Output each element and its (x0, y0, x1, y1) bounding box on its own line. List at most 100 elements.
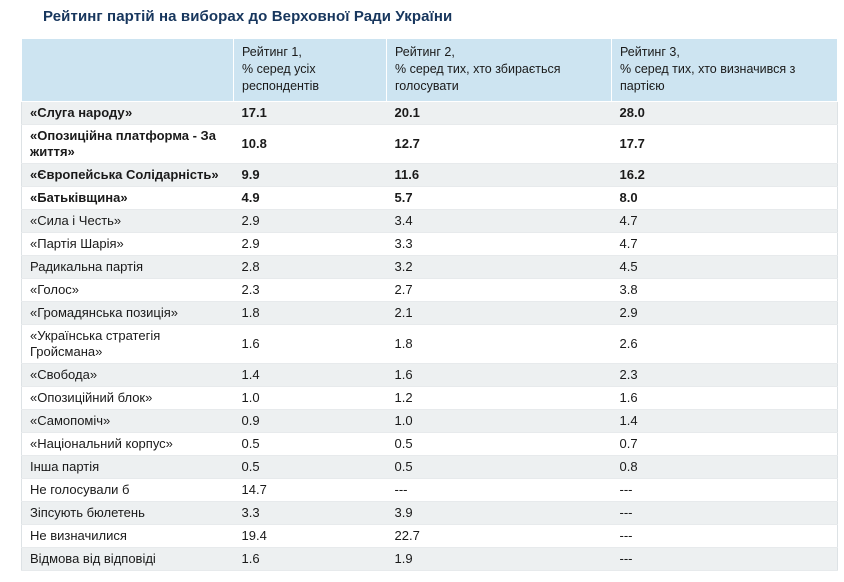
rating1-value-cell: 17.1 (233, 101, 387, 125)
rating1-value-cell: 19.4 (233, 524, 387, 548)
party-name-cell: «Опозиційний блок» (21, 386, 234, 410)
table-row: «Батьківщина» 4.9 5.7 8.0 (21, 186, 838, 210)
rating2-value-cell: 1.2 (386, 386, 612, 410)
table-body: «Слуга народу» 17.1 20.1 28.0 «Опозиційн… (21, 101, 838, 571)
rating3-value-cell: --- (611, 501, 838, 525)
table-row: Не голосували б 14.7 --- --- (21, 478, 838, 502)
rating2-value-cell: 0.5 (386, 455, 612, 479)
rating3-value-cell: 4.5 (611, 255, 838, 279)
table-row: Радикальна партія 2.8 3.2 4.5 (21, 255, 838, 279)
rating1-value-cell: 3.3 (233, 501, 387, 525)
rating2-value-cell: 11.6 (386, 163, 612, 187)
rating3-value-cell: --- (611, 478, 838, 502)
table-header-row: Рейтинг 1, % серед усіх респондентів Рей… (21, 38, 838, 102)
rating1-value-cell: 2.8 (233, 255, 387, 279)
rating1-value-cell: 0.5 (233, 432, 387, 456)
party-name-cell: «Самопоміч» (21, 409, 234, 433)
table-row: Не визначилися 19.4 22.7 --- (21, 524, 838, 548)
rating1-value-cell: 9.9 (233, 163, 387, 187)
table-row: «Свобода» 1.4 1.6 2.3 (21, 363, 838, 387)
rating3-value-cell: 3.8 (611, 278, 838, 302)
column-header-rating2: Рейтинг 2, % серед тих, хто збирається г… (386, 38, 612, 102)
table-row: «Українська стратегія Гройсмана» 1.6 1.8… (21, 324, 838, 364)
rating1-value-cell: 4.9 (233, 186, 387, 210)
rating3-value-cell: 17.7 (611, 124, 838, 164)
party-ratings-table: Рейтинг 1, % серед усіх респондентів Рей… (21, 38, 838, 571)
rating2-value-cell: --- (386, 478, 612, 502)
party-name-cell: «Партія Шарія» (21, 232, 234, 256)
rating1-value-cell: 1.6 (233, 324, 387, 364)
rating3-value-cell: 4.7 (611, 232, 838, 256)
rating3-value-cell: 2.3 (611, 363, 838, 387)
table-row: Зіпсують бюлетень 3.3 3.9 --- (21, 501, 838, 525)
rating1-value-cell: 2.9 (233, 232, 387, 256)
rating1-value-cell: 1.6 (233, 547, 387, 571)
column-header-rating1: Рейтинг 1, % серед усіх респондентів (233, 38, 387, 102)
rating3-value-cell: 0.8 (611, 455, 838, 479)
rating3-value-cell: 4.7 (611, 209, 838, 233)
party-name-cell: Не голосували б (21, 478, 234, 502)
column-header-rating3: Рейтинг 3, % серед тих, хто визначився з… (611, 38, 838, 102)
table-row: «Сила і Честь» 2.9 3.4 4.7 (21, 209, 838, 233)
party-name-cell: «Голос» (21, 278, 234, 302)
rating3-value-cell: 28.0 (611, 101, 838, 125)
table-row: «Європейська Солідарність» 9.9 11.6 16.2 (21, 163, 838, 187)
party-name-cell: Зіпсують бюлетень (21, 501, 234, 525)
table-row: «Національний корпус» 0.5 0.5 0.7 (21, 432, 838, 456)
table-row: «Опозиційний блок» 1.0 1.2 1.6 (21, 386, 838, 410)
table-row: «Слуга народу» 17.1 20.1 28.0 (21, 101, 838, 125)
rating2-value-cell: 22.7 (386, 524, 612, 548)
party-name-cell: Інша партія (21, 455, 234, 479)
party-name-cell: Відмова від відповіді (21, 547, 234, 571)
party-name-cell: «Слуга народу» (21, 101, 234, 125)
rating3-value-cell: 1.4 (611, 409, 838, 433)
rating2-value-cell: 5.7 (386, 186, 612, 210)
rating1-value-cell: 0.5 (233, 455, 387, 479)
rating2-value-cell: 2.1 (386, 301, 612, 325)
party-name-cell: «Сила і Честь» (21, 209, 234, 233)
rating2-value-cell: 1.9 (386, 547, 612, 571)
rating2-value-cell: 20.1 (386, 101, 612, 125)
rating2-value-cell: 2.7 (386, 278, 612, 302)
rating1-value-cell: 0.9 (233, 409, 387, 433)
rating1-value-cell: 2.3 (233, 278, 387, 302)
table-row: «Партія Шарія» 2.9 3.3 4.7 (21, 232, 838, 256)
rating3-value-cell: --- (611, 524, 838, 548)
rating3-value-cell: 16.2 (611, 163, 838, 187)
rating1-value-cell: 10.8 (233, 124, 387, 164)
rating2-value-cell: 3.2 (386, 255, 612, 279)
party-name-cell: «Національний корпус» (21, 432, 234, 456)
column-header-party (21, 38, 234, 102)
rating2-value-cell: 0.5 (386, 432, 612, 456)
rating2-value-cell: 1.0 (386, 409, 612, 433)
rating3-value-cell: 2.6 (611, 324, 838, 364)
party-name-cell: Радикальна партія (21, 255, 234, 279)
rating2-value-cell: 3.4 (386, 209, 612, 233)
table-row: Інша партія 0.5 0.5 0.8 (21, 455, 838, 479)
rating1-value-cell: 14.7 (233, 478, 387, 502)
party-name-cell: «Опозиційна платформа - За життя» (21, 124, 234, 164)
rating1-value-cell: 1.8 (233, 301, 387, 325)
table-row: «Голос» 2.3 2.7 3.8 (21, 278, 838, 302)
rating2-value-cell: 12.7 (386, 124, 612, 164)
rating2-value-cell: 3.9 (386, 501, 612, 525)
rating1-value-cell: 1.4 (233, 363, 387, 387)
table-row: Відмова від відповіді 1.6 1.9 --- (21, 547, 838, 571)
party-name-cell: «Українська стратегія Гройсмана» (21, 324, 234, 364)
party-name-cell: Не визначилися (21, 524, 234, 548)
rating3-value-cell: 2.9 (611, 301, 838, 325)
party-name-cell: «Свобода» (21, 363, 234, 387)
party-name-cell: «Європейська Солідарність» (21, 163, 234, 187)
rating3-value-cell: 0.7 (611, 432, 838, 456)
party-name-cell: «Батьківщина» (21, 186, 234, 210)
rating2-value-cell: 3.3 (386, 232, 612, 256)
page-title: Рейтинг партій на виборах до Верховної Р… (43, 8, 453, 25)
rating2-value-cell: 1.6 (386, 363, 612, 387)
table-row: «Громадянська позиція» 1.8 2.1 2.9 (21, 301, 838, 325)
party-name-cell: «Громадянська позиція» (21, 301, 234, 325)
rating3-value-cell: --- (611, 547, 838, 571)
rating3-value-cell: 8.0 (611, 186, 838, 210)
rating2-value-cell: 1.8 (386, 324, 612, 364)
table-row: «Опозиційна платформа - За життя» 10.8 1… (21, 124, 838, 164)
